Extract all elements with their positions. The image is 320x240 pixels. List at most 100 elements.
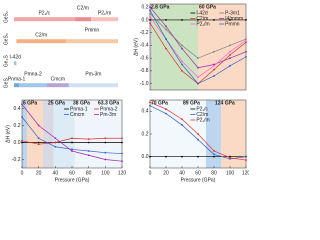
point xyxy=(213,19,215,21)
point xyxy=(165,28,167,31)
y-tick-label: -0.6 xyxy=(140,55,149,61)
region xyxy=(152,4,198,90)
point xyxy=(181,60,183,63)
y-tick-label: -0.4 xyxy=(140,43,149,49)
point xyxy=(149,101,151,104)
point xyxy=(181,118,183,121)
legend-label: Pm-3m xyxy=(100,112,116,118)
point xyxy=(181,124,183,126)
point xyxy=(213,153,215,156)
point xyxy=(54,145,57,148)
point xyxy=(181,69,183,72)
y-tick-label: -1.0 xyxy=(140,81,149,87)
annotation: 2.8 GPa xyxy=(151,4,170,10)
legend-label: I4/mmm xyxy=(225,16,243,22)
x-tick-label: 60 xyxy=(195,170,201,176)
point xyxy=(121,141,123,144)
legend-label: C2/m xyxy=(196,112,208,118)
point xyxy=(213,75,215,77)
point xyxy=(197,155,199,158)
point xyxy=(181,19,183,21)
annotation: 63.3 GPa xyxy=(98,100,119,106)
region xyxy=(22,100,27,168)
point xyxy=(197,57,199,60)
x-axis-label: Pressure (GPa) xyxy=(55,177,90,183)
point xyxy=(197,19,199,21)
phase-bar xyxy=(16,39,66,44)
x-tick-label: 0 xyxy=(149,170,152,176)
phase-bar xyxy=(19,83,47,88)
point xyxy=(21,139,23,142)
y-tick-label: -0.2 xyxy=(12,157,21,163)
x-tick-label: 120 xyxy=(242,170,249,176)
legend-label: Pnma-2 xyxy=(100,106,118,112)
point xyxy=(121,152,123,155)
point xyxy=(165,38,167,40)
x-axis-label: Pressure (GPa) xyxy=(181,177,216,183)
phase-label: Pnma-1 xyxy=(8,77,26,83)
y-tick-label: 0.2 xyxy=(14,123,21,129)
point xyxy=(181,47,183,50)
point xyxy=(181,155,183,158)
point xyxy=(37,143,40,146)
point xyxy=(229,50,231,53)
legend-label: I-42d xyxy=(196,10,208,16)
y-tick-label: 0.2 xyxy=(142,5,149,11)
annotation: 70 GPa xyxy=(151,100,168,106)
x-tick-label: 20 xyxy=(36,170,42,176)
point xyxy=(229,19,231,21)
region xyxy=(150,4,153,90)
phase-bar xyxy=(14,83,20,88)
phase-label: I-42d xyxy=(10,55,22,61)
point xyxy=(213,68,215,71)
region xyxy=(53,100,75,168)
point xyxy=(197,66,199,69)
point xyxy=(245,159,247,161)
row-label: GeS₂ xyxy=(3,11,9,23)
x-tick-label: 20 xyxy=(163,170,169,176)
region xyxy=(74,100,122,168)
phase-bar xyxy=(14,61,17,66)
x-tick-label: 80 xyxy=(211,170,217,176)
phase-bar xyxy=(91,17,118,22)
point xyxy=(197,133,199,135)
y-axis-label: ΔH (eV) xyxy=(5,125,11,143)
point xyxy=(104,151,107,154)
phase-bar xyxy=(46,83,69,88)
y-tick-label: 0.0 xyxy=(142,17,149,23)
annotation: 38 GPa xyxy=(73,100,90,106)
point xyxy=(149,12,151,15)
y-tick-label: 0.2 xyxy=(142,131,149,137)
point xyxy=(149,104,151,107)
point xyxy=(245,19,247,21)
point xyxy=(165,112,167,115)
phase-label: P2₁/c xyxy=(38,11,50,17)
point xyxy=(21,141,23,144)
x-tick-label: 120 xyxy=(118,170,127,176)
point xyxy=(213,150,215,152)
point xyxy=(229,156,231,159)
annotation: 124 GPa xyxy=(215,100,235,106)
region xyxy=(42,100,54,168)
point xyxy=(37,141,40,144)
legend-label: P2₁/m xyxy=(196,21,209,27)
phase-bar xyxy=(14,17,75,22)
y-axis-label: ΔH (eV) xyxy=(133,38,139,56)
point xyxy=(71,137,73,140)
point xyxy=(104,137,107,140)
legend-label: Pnma-1 xyxy=(70,106,88,112)
point xyxy=(213,64,215,67)
point xyxy=(213,50,215,53)
point xyxy=(54,141,57,144)
point xyxy=(165,108,167,110)
x-tick-label: 100 xyxy=(226,170,235,176)
y-tick-label: 0.0 xyxy=(14,140,21,146)
point xyxy=(245,50,247,53)
point xyxy=(21,116,23,118)
phase-label: Cmcm xyxy=(51,77,65,83)
point xyxy=(37,124,40,127)
legend-label: P-3m1 xyxy=(225,10,240,16)
point xyxy=(87,150,90,152)
phase-label: Pmmn xyxy=(85,28,100,34)
